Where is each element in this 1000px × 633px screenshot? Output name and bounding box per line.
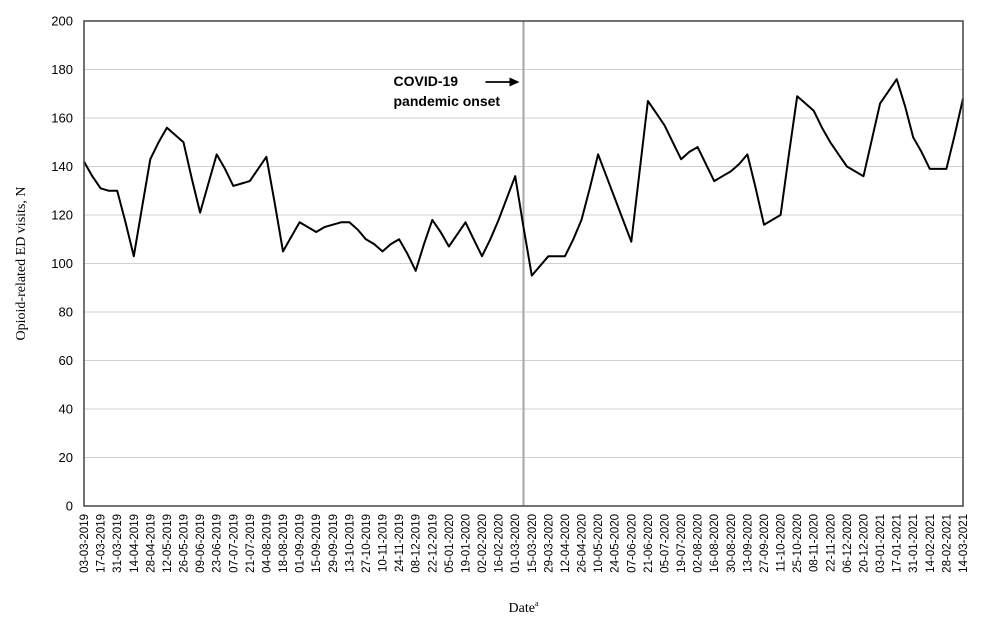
x-tick-label: 30-08-2020 bbox=[726, 514, 738, 573]
x-tick-label: 01-09-2019 bbox=[295, 514, 307, 573]
x-tick-label: 10-11-2019 bbox=[378, 514, 390, 572]
x-tick-label: 14-04-2019 bbox=[129, 514, 141, 573]
y-tick-label: 180 bbox=[51, 62, 73, 77]
x-axis-ticks: 03-03-2019 17-03-2019 31-03-2019 14-04-2019… bbox=[79, 514, 970, 573]
x-tick-label: 17-01-2021 bbox=[892, 514, 904, 573]
y-tick-label: 40 bbox=[59, 402, 73, 417]
x-tick-label: 31-03-2019 bbox=[112, 514, 124, 573]
x-tick-label: 08-12-2019 bbox=[411, 514, 423, 573]
x-tick-label: 03-03-2019 bbox=[79, 514, 91, 573]
x-tick-label: 22-11-2020 bbox=[825, 514, 837, 572]
x-tick-label: 24-11-2019 bbox=[394, 514, 406, 572]
x-tick-label: 05-01-2020 bbox=[444, 514, 456, 573]
y-tick-label: 100 bbox=[51, 256, 73, 271]
x-tick-label: 03-01-2021 bbox=[875, 514, 887, 573]
y-tick-label: 160 bbox=[51, 111, 73, 126]
annotation-line-2: pandemic onset bbox=[394, 93, 501, 109]
x-tick-label: 23-06-2019 bbox=[212, 514, 224, 573]
series-line bbox=[83, 78, 964, 277]
x-tick-label: 22-12-2019 bbox=[427, 514, 439, 573]
x-tick-label: 19-01-2020 bbox=[460, 514, 472, 573]
x-tick-label: 27-09-2020 bbox=[759, 514, 771, 573]
x-tick-label: 16-08-2020 bbox=[709, 514, 721, 573]
x-tick-label: 26-05-2019 bbox=[179, 514, 191, 573]
plot-frame bbox=[83, 20, 964, 507]
x-tick-label: 13-10-2019 bbox=[344, 514, 356, 573]
x-tick-label: 06-12-2020 bbox=[842, 514, 854, 573]
x-tick-label: 01-03-2020 bbox=[510, 514, 522, 573]
x-tick-label: 21-07-2019 bbox=[245, 514, 257, 573]
x-tick-label: 02-08-2020 bbox=[693, 514, 705, 573]
y-tick-label: 120 bbox=[51, 208, 73, 223]
x-tick-label: 07-06-2020 bbox=[626, 514, 638, 573]
x-tick-label: 31-01-2021 bbox=[908, 514, 920, 573]
x-tick-label: 05-07-2020 bbox=[659, 514, 671, 573]
x-tick-label: 24-05-2020 bbox=[610, 514, 622, 573]
x-tick-label: 13-09-2020 bbox=[742, 514, 754, 573]
x-axis-title: Datea bbox=[509, 599, 539, 616]
x-tick-label: 15-09-2019 bbox=[311, 514, 323, 573]
arrow-right-icon bbox=[485, 77, 520, 87]
x-tick-label: 25-10-2020 bbox=[792, 514, 804, 573]
x-tick-label: 26-04-2020 bbox=[577, 514, 589, 573]
x-tick-label: 17-03-2019 bbox=[96, 514, 108, 573]
y-tick-label: 0 bbox=[66, 499, 73, 514]
x-tick-label: 18-08-2019 bbox=[278, 514, 290, 573]
x-tick-label: 09-06-2019 bbox=[195, 514, 207, 573]
x-axis-title-superscript: a bbox=[535, 599, 539, 608]
x-axis-title-text: Date bbox=[509, 601, 535, 616]
x-tick-label: 08-11-2020 bbox=[809, 514, 821, 572]
x-tick-label: 14-03-2021 bbox=[958, 514, 970, 573]
y-tick-label: 200 bbox=[51, 14, 73, 29]
y-tick-label: 140 bbox=[51, 159, 73, 174]
y-tick-label: 20 bbox=[59, 450, 73, 465]
x-tick-label: 11-10-2020 bbox=[776, 514, 788, 572]
x-tick-label: 10-05-2020 bbox=[593, 514, 605, 573]
x-tick-label: 12-05-2019 bbox=[162, 514, 174, 573]
x-tick-label: 28-04-2019 bbox=[145, 514, 157, 573]
x-tick-label: 15-03-2020 bbox=[527, 514, 539, 573]
arrow-head bbox=[509, 77, 520, 87]
x-tick-label: 19-07-2020 bbox=[676, 514, 688, 573]
x-tick-label: 16-02-2020 bbox=[494, 514, 506, 573]
x-tick-label: 29-03-2020 bbox=[543, 514, 555, 573]
x-tick-label: 04-08-2019 bbox=[261, 514, 273, 573]
covid-annotation: COVID-19 pandemic onset bbox=[394, 73, 520, 109]
x-tick-label: 28-02-2021 bbox=[941, 514, 953, 573]
y-tick-label: 80 bbox=[59, 305, 73, 320]
x-tick-label: 21-06-2020 bbox=[643, 514, 655, 573]
x-tick-label: 29-09-2019 bbox=[328, 514, 340, 573]
y-axis-ticks: 0 20 40 60 80 100 120 140 160 180 200 bbox=[51, 14, 73, 514]
x-tick-label: 12-04-2020 bbox=[560, 514, 572, 573]
x-tick-label: 20-12-2020 bbox=[858, 514, 870, 573]
x-tick-label: 02-02-2020 bbox=[477, 514, 489, 573]
x-tick-label: 14-02-2021 bbox=[925, 514, 937, 573]
y-tick-label: 60 bbox=[59, 353, 73, 368]
x-tick-label: 07-07-2019 bbox=[228, 514, 240, 573]
y-axis-title: Opioid-related ED visits, N bbox=[14, 187, 29, 341]
annotation-line-1: COVID-19 bbox=[394, 73, 459, 89]
x-tick-label: 27-10-2019 bbox=[361, 514, 373, 573]
